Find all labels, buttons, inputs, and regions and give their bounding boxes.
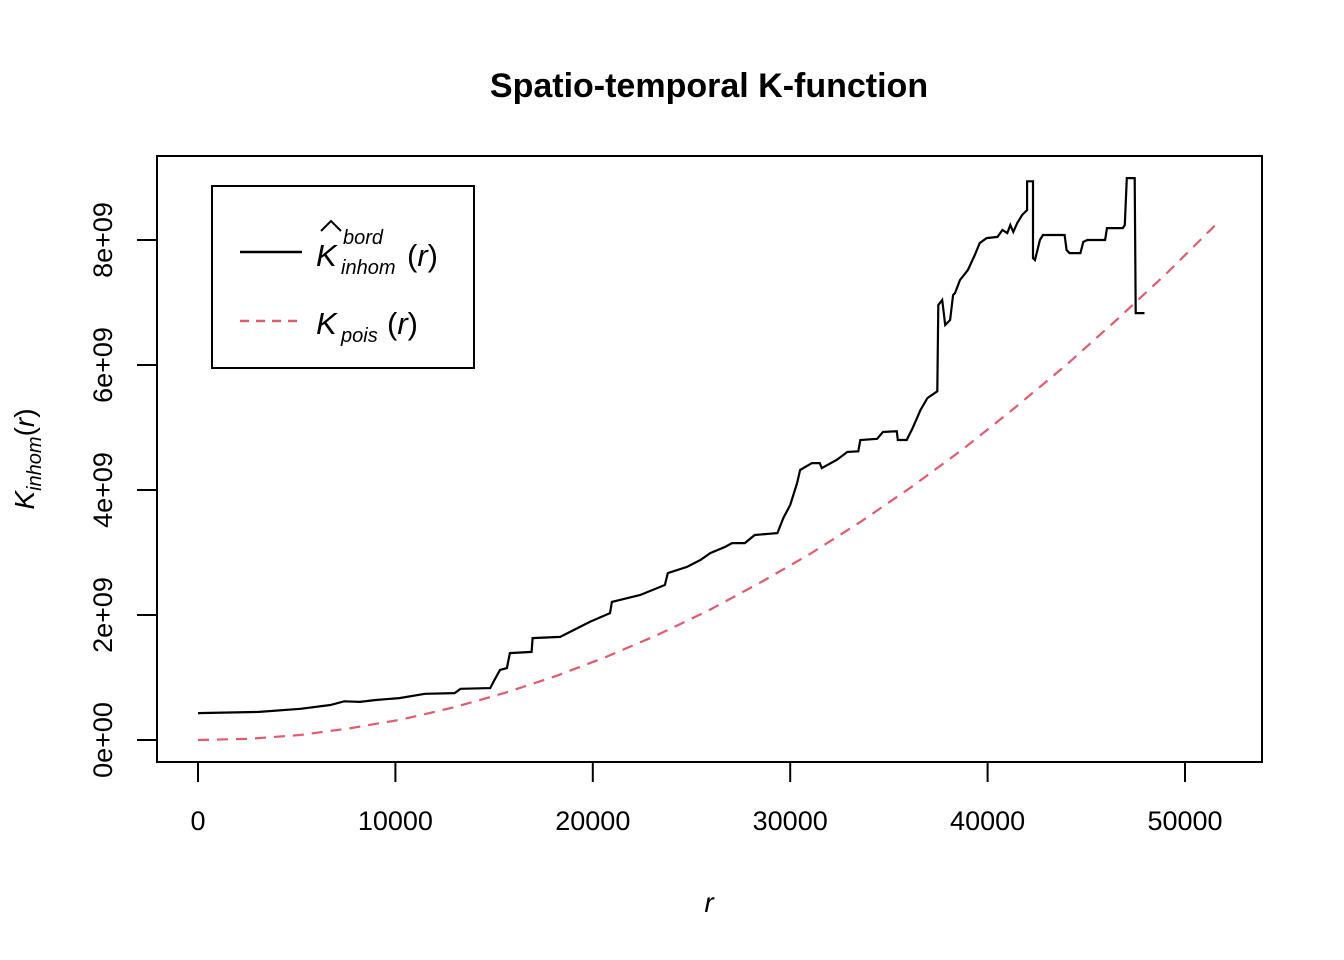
hat-accent [320, 219, 342, 232]
x-tick-label: 0 [190, 806, 205, 836]
x-tick-label: 20000 [555, 806, 630, 836]
x-tick-label: 50000 [1147, 806, 1222, 836]
x-tick-label: 30000 [753, 806, 828, 836]
plot-border [156, 155, 1263, 763]
legend-label-arg: (r) [387, 306, 418, 341]
x-tick-label: 40000 [950, 806, 1025, 836]
k-inhom-curve [197, 177, 1145, 715]
axis-ticks: 0 10000 20000 30000 40000 50000 0e+00 2e+09 4e+0… [88, 202, 1223, 836]
y-tick-label: 6e+09 [88, 327, 118, 403]
y-tick-label: 8e+09 [88, 202, 118, 278]
y-tick-label: 2e+09 [88, 577, 118, 653]
legend-label-sub: pois [340, 325, 378, 347]
y-tick-label: 0e+00 [88, 702, 118, 778]
x-axis-label: r [704, 887, 715, 918]
legend-label-base: K [316, 238, 338, 273]
y-tick-label: 4e+09 [88, 452, 118, 528]
curve-layer [197, 177, 1220, 742]
y-axis-label: Kinhom(r) [9, 408, 46, 509]
legend-label-sub: inhom [341, 257, 395, 279]
legend-label-sup: bord [343, 227, 384, 249]
y-axis-label-text: Kinhom(r) [9, 408, 46, 509]
chart-title: Spatio-temporal K-function [490, 67, 928, 105]
legend-label-base: K [316, 306, 338, 341]
legend-box [211, 185, 475, 369]
x-tick-label: 10000 [358, 806, 433, 836]
legend-label-arg: (r) [407, 238, 438, 273]
